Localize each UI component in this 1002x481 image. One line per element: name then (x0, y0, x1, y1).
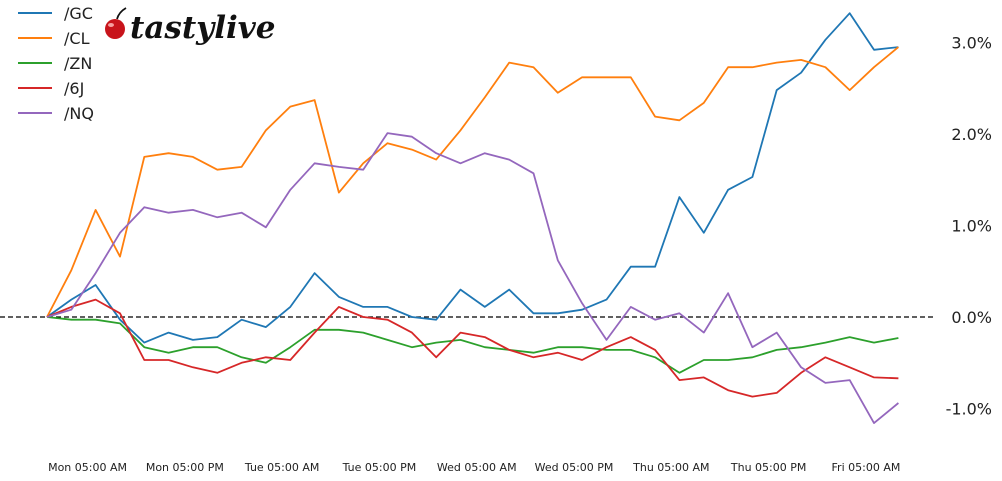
legend-label: /CL (64, 29, 90, 48)
series-line-nq (46, 132, 899, 425)
legend-label: /ZN (64, 54, 92, 73)
x-tick-label: Mon 05:00 PM (146, 461, 224, 474)
legend-item: /NQ (18, 104, 94, 123)
series-line-cl (46, 46, 899, 318)
logo-text: tastylive (130, 10, 275, 46)
legend-label: /GC (64, 4, 93, 23)
legend: /GC/CL/ZN/6J/NQ (18, 4, 94, 123)
series-line-zn (46, 316, 899, 374)
y-tick-label: 0.0% (951, 308, 992, 327)
x-axis-ticks: Mon 05:00 AM Mon 05:00 PM Tue 05:00 AM Tue … (48, 461, 900, 474)
y-tick-label: 2.0% (951, 125, 992, 144)
x-tick-label: Wed 05:00 AM (437, 461, 517, 474)
legend-label: /NQ (64, 104, 94, 123)
legend-item: /ZN (18, 54, 92, 73)
x-tick-label: Fri 05:00 AM (832, 461, 901, 474)
x-tick-label: Wed 05:00 PM (535, 461, 614, 474)
x-tick-label: Tue 05:00 PM (342, 461, 417, 474)
y-tick-label: 3.0% (951, 34, 992, 53)
y-tick-label: 1.0% (951, 217, 992, 236)
series-line-gc (46, 12, 899, 344)
legend-item: /6J (18, 79, 84, 98)
x-tick-label: Thu 05:00 PM (730, 461, 806, 474)
x-tick-label: Tue 05:00 AM (244, 461, 320, 474)
series-line-6j (46, 298, 899, 398)
cherry-icon (105, 7, 127, 39)
x-tick-label: Thu 05:00 AM (632, 461, 709, 474)
y-axis-ticks: 3.0% 2.0% 1.0% 0.0% -1.0% (946, 34, 992, 419)
x-tick-label: Mon 05:00 AM (48, 461, 127, 474)
series-layer (46, 12, 899, 425)
y-tick-label: -1.0% (946, 400, 992, 419)
logo: tastylive (105, 7, 275, 46)
legend-item: /GC (18, 4, 93, 23)
legend-label: /6J (64, 79, 84, 98)
legend-item: /CL (18, 29, 90, 48)
